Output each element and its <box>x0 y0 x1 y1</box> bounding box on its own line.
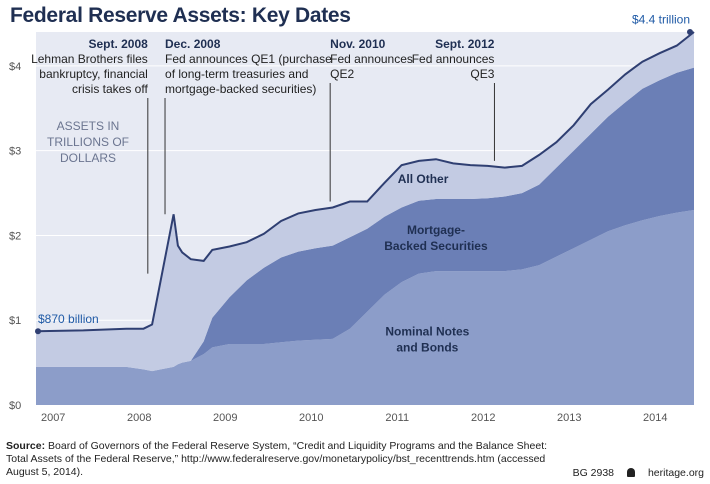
bg-code: BG 2938 <box>572 467 615 479</box>
y-tick-label: $4 <box>9 61 21 73</box>
annotation-date: Sept. 2008 <box>88 37 148 51</box>
annotation-text: Fed announces <box>412 52 495 66</box>
site-name: heritage.org <box>647 467 704 479</box>
y-axis-label: ASSETS IN <box>57 119 120 133</box>
annotation-text: Fed announces QE1 (purchase <box>165 52 332 66</box>
annotation-text: of long-term treasuries and <box>165 67 308 81</box>
annotation-text: mortgage-backed securities) <box>165 82 316 96</box>
series-label: Mortgage- <box>407 223 465 237</box>
y-tick-label: $0 <box>9 400 21 412</box>
x-tick-label: 2010 <box>299 412 323 424</box>
annotation-date: Sept. 2012 <box>435 37 495 51</box>
x-tick-label: 2008 <box>127 412 151 424</box>
chart-title: Federal Reserve Assets: Key Dates <box>10 4 351 27</box>
source-label: Source: <box>6 440 46 452</box>
series-label: Backed Securities <box>384 239 488 253</box>
bell-icon <box>626 468 635 477</box>
annotation-text: QE2 <box>330 67 354 81</box>
y-axis-label: DOLLARS <box>60 151 116 165</box>
annotation-text: crisis takes off <box>72 82 148 96</box>
x-tick-label: 2009 <box>213 412 237 424</box>
federal-reserve-assets-chart: $0 $1 $2 $3 $4 2007 2008 2009 2010 2011 2012 2013 20… <box>9 13 695 424</box>
total-assets-line <box>35 31 695 333</box>
annotation-text: QE3 <box>470 67 494 81</box>
x-tick-label: 2013 <box>557 412 581 424</box>
y-axis-label: TRILLIONS OF <box>47 135 129 149</box>
y-tick-label: $1 <box>9 315 21 327</box>
annotation-text: bankruptcy, financial <box>39 67 148 81</box>
annotation-date: Nov. 2010 <box>330 37 385 51</box>
y-tick-label: $3 <box>9 146 21 158</box>
x-tick-label: 2007 <box>41 412 65 424</box>
series-area <box>36 210 694 405</box>
end-value-label: $4.4 trillion <box>632 13 690 27</box>
site-credit: heritage.org <box>626 467 704 479</box>
series-label: and Bonds <box>396 340 458 354</box>
x-tick-label: 2014 <box>643 412 667 424</box>
source-note: Source: Board of Governors of the Federa… <box>6 440 566 479</box>
x-tick-label: 2011 <box>385 412 409 424</box>
y-tick-label: $2 <box>9 230 21 242</box>
start-value-label: $870 billion <box>38 312 99 326</box>
series-area <box>36 67 694 372</box>
annotation-date: Dec. 2008 <box>165 37 221 51</box>
end-point-marker <box>687 29 693 35</box>
credit-line: BG 2938 heritage.org <box>563 467 704 479</box>
series-label: All Other <box>398 172 449 186</box>
x-tick-label: 2012 <box>471 412 495 424</box>
start-point-marker <box>35 328 41 335</box>
source-text: Board of Governors of the Federal Reserv… <box>6 440 548 478</box>
annotation-text: Fed announces <box>330 52 413 66</box>
annotation-text: Lehman Brothers files <box>31 52 148 66</box>
series-label: Nominal Notes <box>385 324 469 338</box>
